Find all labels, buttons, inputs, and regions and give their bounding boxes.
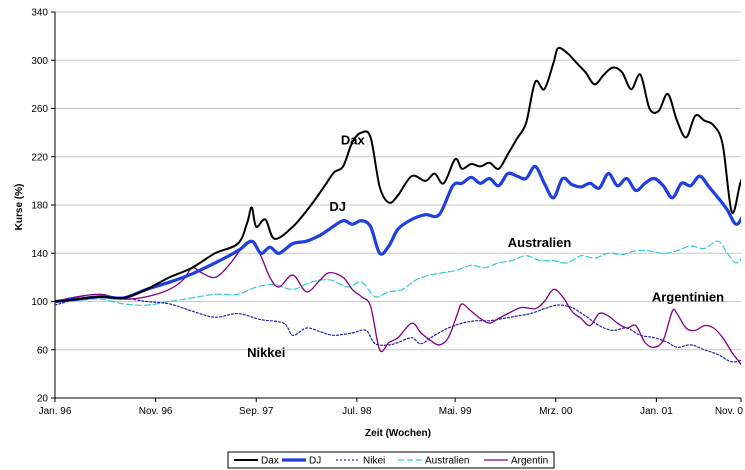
x-tick-label: Jan. 96	[39, 406, 72, 417]
y-tick-label: 260	[31, 104, 48, 115]
legend-label-dax: Dax	[261, 456, 279, 467]
annotation-argentinien: Argentinien	[652, 290, 724, 305]
x-axis: Jan. 96 Nov. 96 Sep. 97 Jul. 98 Mai. 99 Mrz. …	[39, 398, 744, 417]
series-group	[55, 46, 741, 366]
y-axis-title: Kurse (%)	[14, 184, 25, 231]
legend-label-argentin: Argentin	[511, 456, 548, 467]
x-tick-label: Mai. 99	[439, 406, 472, 417]
y-tick-label: 100	[31, 297, 48, 308]
legend-label-australien: Australien	[425, 456, 469, 467]
series-line-dj	[55, 164, 741, 304]
annotation-nikkei: Nikkei	[247, 345, 285, 360]
series-line-argentin	[55, 240, 741, 366]
y-tick-label: 220	[31, 152, 48, 163]
legend-label-nikei: Nikei	[363, 456, 385, 467]
x-tick-label: Nov. 96	[139, 406, 173, 417]
series-line-nikei	[55, 296, 741, 363]
x-tick-label: Jul. 98	[342, 406, 372, 417]
annotations: Dax DJ Australien Nikkei Argentinien	[247, 133, 724, 360]
y-tick-label: 180	[31, 201, 48, 212]
y-tick-label: 300	[31, 56, 48, 67]
x-tick-label: Mrz. 00	[539, 406, 573, 417]
legend-box	[227, 451, 555, 469]
x-tick-label: Jan. 01	[640, 406, 673, 417]
y-axis: 20 60 100 140 180 220 260 300 340	[31, 8, 55, 405]
annotation-dax: Dax	[341, 133, 366, 148]
series-line-australien	[55, 240, 741, 306]
x-tick-label: Nov. 0	[715, 406, 744, 417]
series-line-dax	[55, 46, 741, 303]
annotation-dj: DJ	[329, 199, 346, 214]
y-tick-label: 20	[37, 394, 49, 405]
x-axis-title: Zeit (Wochen)	[365, 428, 431, 439]
legend-label-dj: DJ	[309, 456, 321, 467]
y-tick-label: 60	[37, 345, 49, 356]
grid-lines	[55, 11, 741, 399]
y-tick-label: 140	[31, 249, 48, 260]
legend: Dax DJ Nikei Australien Argentin	[227, 451, 555, 469]
y-tick-label: 340	[31, 8, 48, 19]
annotation-australien: Australien	[508, 235, 572, 250]
x-tick-label: Sep. 97	[239, 406, 274, 417]
